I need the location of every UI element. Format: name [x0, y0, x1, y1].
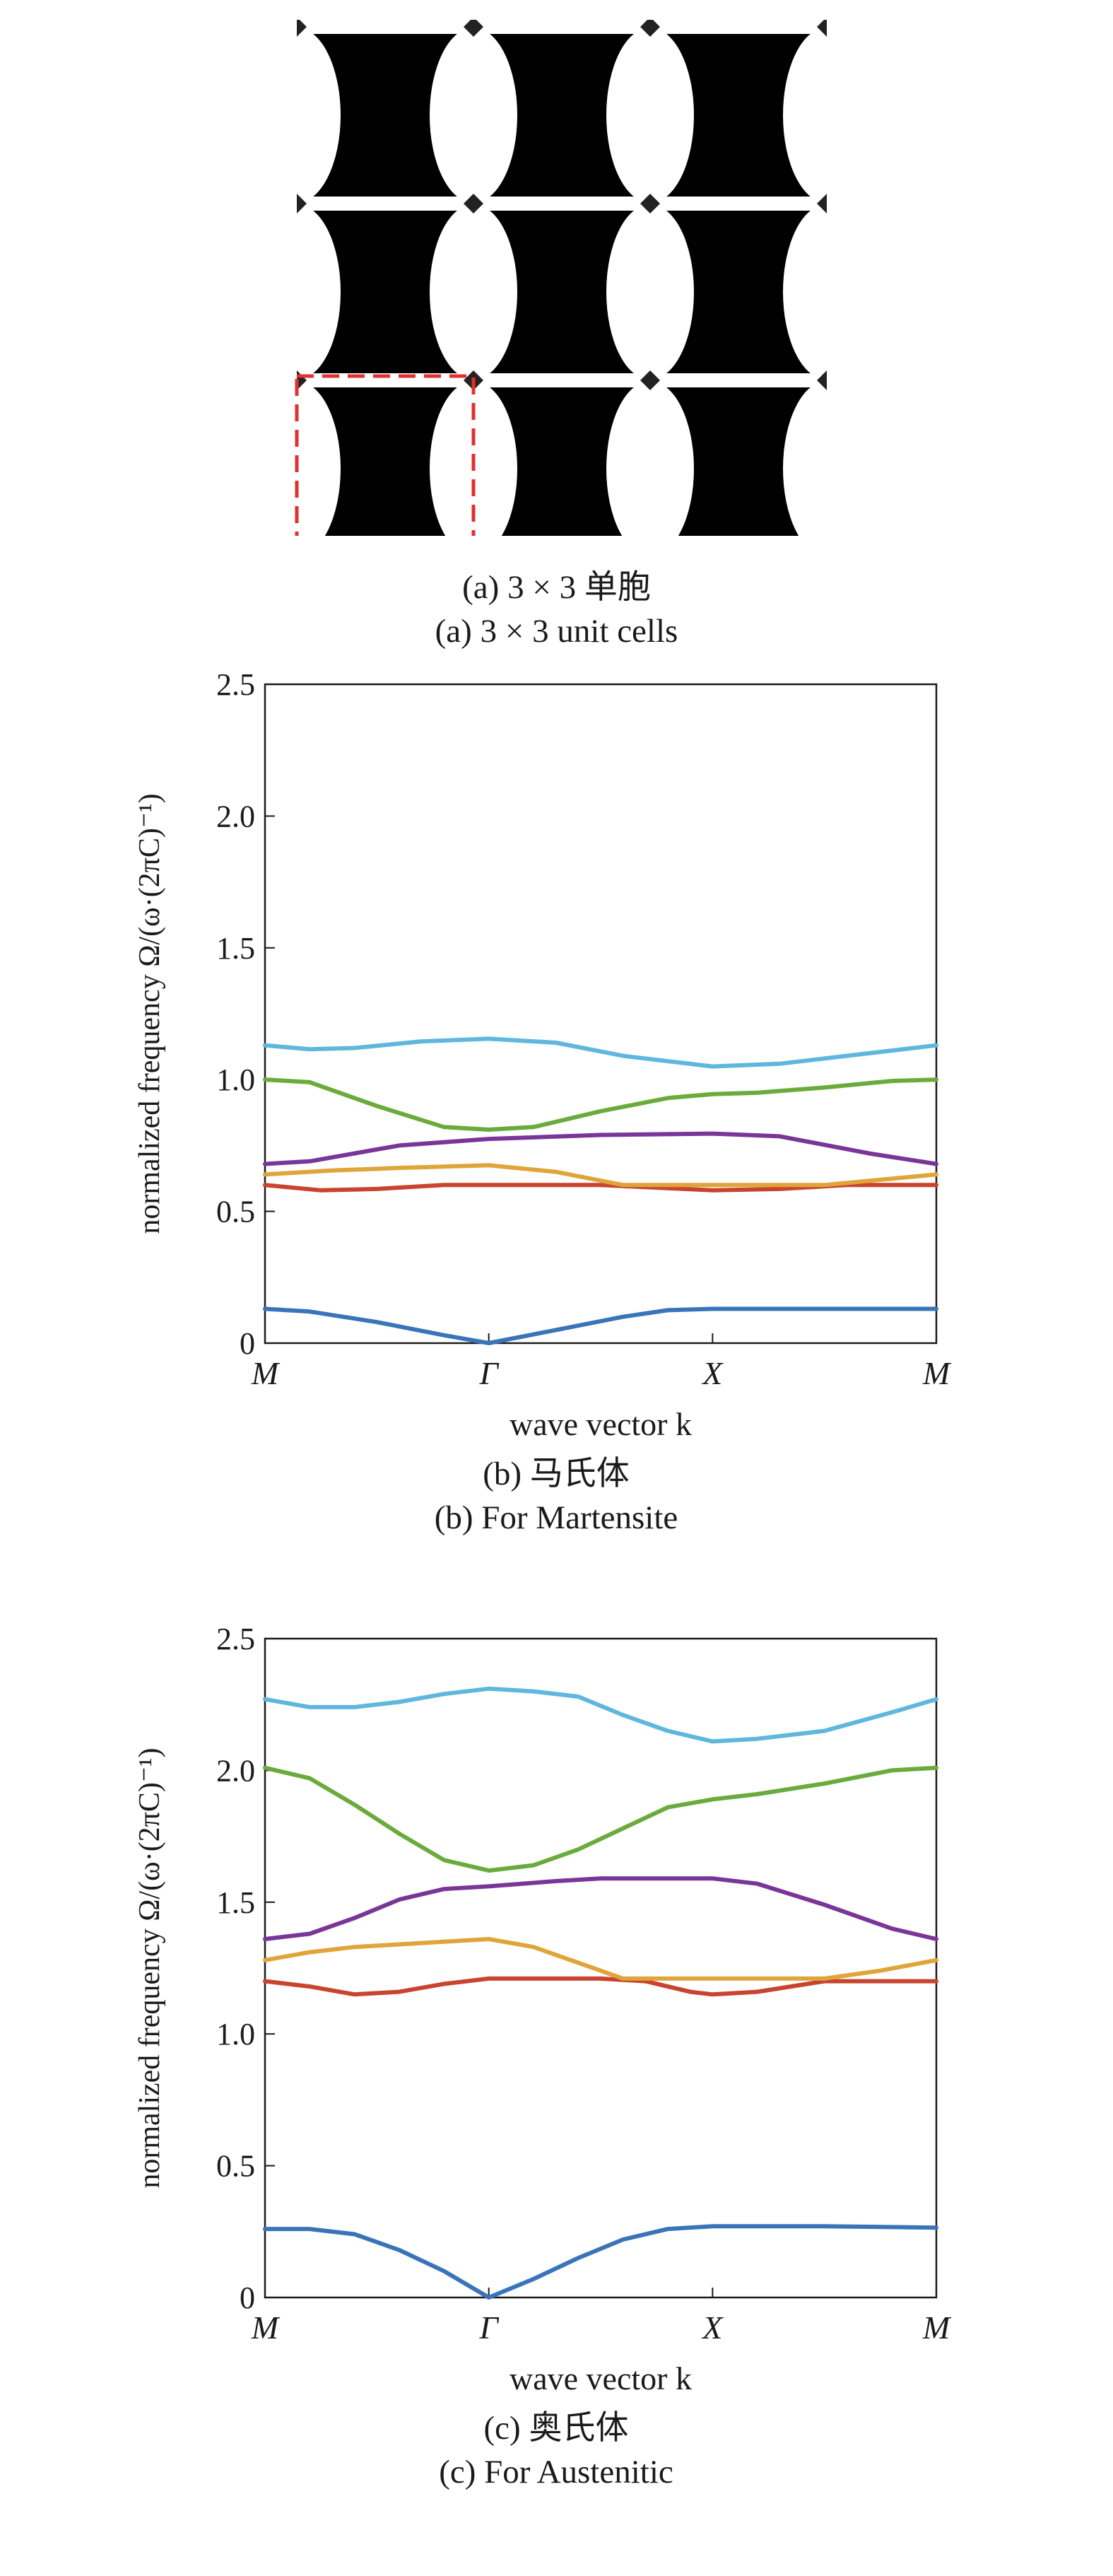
x-tick-label: M [251, 1355, 281, 1391]
cell-hole [606, 28, 694, 203]
x-tick-label: Γ [479, 2309, 500, 2346]
x-tick-label: X [701, 1355, 724, 1391]
y-tick-label: 0 [240, 1326, 255, 1361]
cell-row-band [297, 211, 827, 373]
cell-hole [606, 204, 694, 380]
x-tick-label: Γ [479, 1355, 500, 1391]
cell-row-band [297, 34, 827, 197]
plot-frame [264, 1637, 938, 2299]
band-line-3 [263, 1937, 938, 1981]
caption-a-en: (a) 3 × 3 unit cells [435, 613, 678, 650]
x-tick-label: M [922, 2309, 952, 2346]
y-tick-label: 1.0 [216, 2017, 255, 2051]
y-tick-label: 2.0 [216, 1753, 255, 1788]
caption-a-cn: (a) 3 × 3 单胞 [462, 569, 651, 606]
y-tick-label: 0.5 [216, 2149, 255, 2184]
band-line-1 [263, 2224, 938, 2300]
unit-cell-pattern [253, 17, 871, 567]
x-tick-label: X [701, 2309, 724, 2346]
x-axis-label: wave vector k [510, 1406, 692, 1442]
cell-hole [606, 381, 694, 556]
band-line-4 [263, 1876, 938, 1941]
cell-joint [464, 194, 483, 213]
band-line-6 [263, 1036, 938, 1069]
cell-joint [640, 194, 660, 213]
cell-row-band [297, 387, 827, 550]
x-tick-label: M [922, 1355, 952, 1391]
y-tick-label: 2.5 [216, 672, 255, 702]
cell-hole [430, 204, 517, 380]
cell-joint [640, 17, 660, 37]
plot-frame [264, 683, 938, 1345]
y-tick-label: 1.5 [216, 931, 255, 966]
chart-caption-en: (b) For Martensite [435, 1499, 678, 1536]
x-axis-label: wave vector k [510, 2360, 692, 2396]
band-line-6 [263, 1686, 938, 1744]
y-tick-label: 0.5 [216, 1195, 255, 1229]
chart-caption-cn: (c) 奥氏体 [484, 2410, 629, 2447]
y-axis-label: normalized frequency Ω/(ω·(2πC)⁻¹) [134, 793, 166, 1234]
band-line-5 [263, 1077, 938, 1132]
y-axis-label: normalized frequency Ω/(ω·(2πC)⁻¹) [134, 1747, 166, 2188]
y-tick-label: 0 [240, 2281, 255, 2315]
band-line-3 [263, 1163, 938, 1188]
cell-joint [464, 17, 483, 37]
band-line-4 [263, 1131, 938, 1166]
x-tick-label: M [251, 2309, 281, 2346]
chart-caption-cn: (b) 马氏体 [483, 1456, 630, 1492]
cell-hole [430, 28, 517, 203]
y-tick-label: 1.5 [216, 1885, 255, 1920]
band-line-5 [263, 1765, 938, 1873]
band-line-1 [263, 1306, 938, 1345]
band-line-2 [263, 1976, 938, 1997]
y-tick-label: 2.5 [216, 1626, 255, 1656]
y-tick-label: 2.0 [216, 799, 255, 833]
y-tick-label: 1.0 [216, 1062, 255, 1097]
unit-cell-figure [253, 17, 871, 567]
chart-caption-en: (c) For Austenitic [439, 2454, 673, 2490]
cell-joint [640, 370, 660, 390]
